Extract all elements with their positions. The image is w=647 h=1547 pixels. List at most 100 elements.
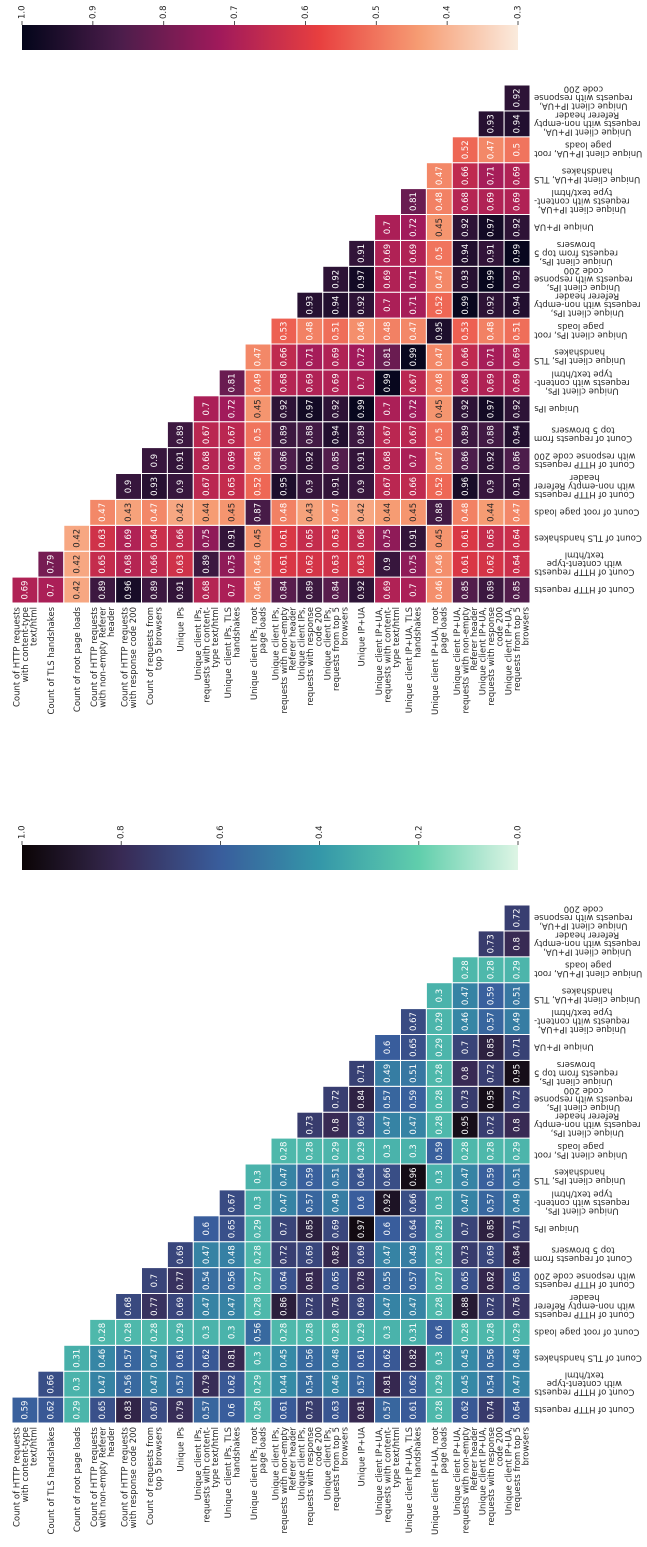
heatmap-cell (348, 576, 376, 604)
heatmap-cell (425, 343, 453, 371)
cell-value: 0.94 (331, 296, 341, 315)
heatmap-cell (270, 498, 298, 526)
heatmap-cell (244, 1189, 272, 1217)
cell-value: 0.59 (435, 1142, 445, 1161)
heatmap-cell (322, 395, 350, 423)
heatmap-cell (63, 1396, 91, 1424)
cell-value: 0.28 (435, 1297, 445, 1316)
cell-value: 0.66 (46, 1375, 56, 1394)
heatmap-cell (451, 956, 479, 984)
heatmap-cell (374, 1059, 402, 1087)
cell-value: 0.75 (228, 555, 238, 574)
row-label: Unique client IPs, rootpage loads (249, 606, 268, 700)
cell-value: 0.3 (435, 1351, 445, 1365)
heatmap-cell (451, 214, 479, 241)
heatmap-cell (400, 395, 427, 423)
cell-value: 0.48 (513, 1349, 523, 1368)
cell-value: 0.52 (254, 477, 264, 496)
row-label: Unique client IPs,requests with non-empt… (271, 1426, 298, 1533)
cell-value: 0.7 (150, 1274, 160, 1288)
cell-value: 0.49 (513, 1012, 523, 1031)
heatmap-cell (477, 550, 505, 578)
cell-value: 0.53 (461, 322, 471, 341)
cell-value: 0.91 (176, 581, 186, 600)
heatmap-cell (425, 369, 453, 397)
heatmap-cell (296, 1189, 324, 1217)
heatmap-cell (244, 369, 272, 397)
cell-value: 0.93 (461, 270, 471, 289)
cell-value: 0.6 (202, 1222, 212, 1236)
heatmap-cell (322, 1318, 350, 1346)
cell-value: 0.62 (202, 1349, 212, 1368)
cell-value: 0.64 (513, 555, 523, 574)
cell-value: 0.45 (279, 1349, 289, 1368)
heatmap-cell (425, 1241, 453, 1269)
cell-value: 0.9 (176, 480, 186, 494)
cell-value: 0.85 (305, 1219, 315, 1238)
cell-value: 0.28 (435, 1064, 445, 1083)
cell-value: 0.5 (254, 428, 264, 442)
cell-value: 0.89 (150, 581, 160, 600)
cell-value: 0.65 (305, 529, 315, 548)
cell-value: 0.92 (513, 88, 523, 107)
cell-value: 0.69 (357, 1297, 367, 1316)
cell-value: 0.51 (513, 322, 523, 341)
cell-value: 0.7 (383, 221, 393, 235)
heatmap-cell (296, 473, 324, 500)
cell-value: 0.64 (513, 1401, 523, 1420)
cell-value: 0.28 (435, 1245, 445, 1264)
cell-value: 0.65 (409, 1038, 419, 1057)
cell-value: 0.62 (46, 1401, 56, 1420)
heatmap-cell (296, 1241, 324, 1269)
cell-value: 0.3 (72, 1377, 82, 1391)
cell-value: 0.29 (357, 1323, 367, 1342)
cell-value: 0.28 (435, 1090, 445, 1109)
column-label: Count of TLS handshakes (534, 533, 642, 543)
cell-value: 0.62 (383, 1349, 393, 1368)
cell-value: 0.47 (487, 140, 497, 159)
cell-value: 0.48 (487, 322, 497, 341)
cell-value: 0.85 (487, 1219, 497, 1238)
row-label: Unique IP+UA (357, 1427, 367, 1487)
cell-value: 0.81 (228, 373, 238, 392)
heatmap-cell (503, 136, 531, 164)
cell-value: 0.67 (383, 425, 393, 444)
heatmap-cell (451, 1059, 479, 1087)
cell-value: 0.73 (305, 1401, 315, 1420)
cell-value: 0.65 (228, 477, 238, 496)
column-label: Unique client IPs,requests with content-… (534, 1189, 630, 1216)
cell-value: 0.75 (202, 529, 212, 548)
heatmap-cell (451, 136, 479, 164)
column-label: Unique IP+UA (534, 222, 594, 232)
cell-value: 0.97 (305, 399, 315, 418)
cell-value: 0.45 (228, 503, 238, 522)
cell-value: 0.7 (461, 1041, 471, 1055)
cell-value: 0.86 (513, 451, 523, 470)
heatmap-cell (218, 447, 246, 475)
cell-value: 0.8 (331, 1118, 341, 1132)
cell-value: 0.28 (305, 1142, 315, 1161)
colorbar-tick-label: 0.9 (88, 5, 98, 19)
heatmap-cell (296, 1111, 324, 1139)
heatmap-cell (89, 1344, 117, 1372)
cell-value: 0.7 (461, 1222, 471, 1236)
heatmap-cell (115, 1293, 142, 1320)
cell-value: 0.28 (254, 1297, 264, 1316)
heatmap-cell (166, 550, 194, 578)
cell-value: 0.92 (487, 451, 497, 470)
heatmap-cell (244, 1241, 272, 1269)
cell-value: 0.47 (383, 1116, 393, 1135)
column-label: Unique client IP+UA,requests with respon… (534, 904, 633, 931)
heatmap-cell (503, 1241, 531, 1269)
cell-value: 0.52 (435, 477, 445, 496)
row-label: Unique client IP+UA, rootpage loads (431, 1426, 450, 1535)
column-label: Unique client IPs, rootpage loads (534, 1141, 628, 1160)
cell-value: 0.29 (513, 960, 523, 979)
column-label: Unique client IPs,requests with response… (534, 265, 633, 292)
heatmap-cell (451, 317, 479, 345)
heatmap-cell (400, 1059, 427, 1087)
heatmap-cell (166, 1293, 194, 1320)
cell-value: 0.59 (487, 986, 497, 1005)
cell-value: 0.61 (176, 1349, 186, 1368)
colorbar-tick-label: 0.4 (443, 5, 453, 19)
